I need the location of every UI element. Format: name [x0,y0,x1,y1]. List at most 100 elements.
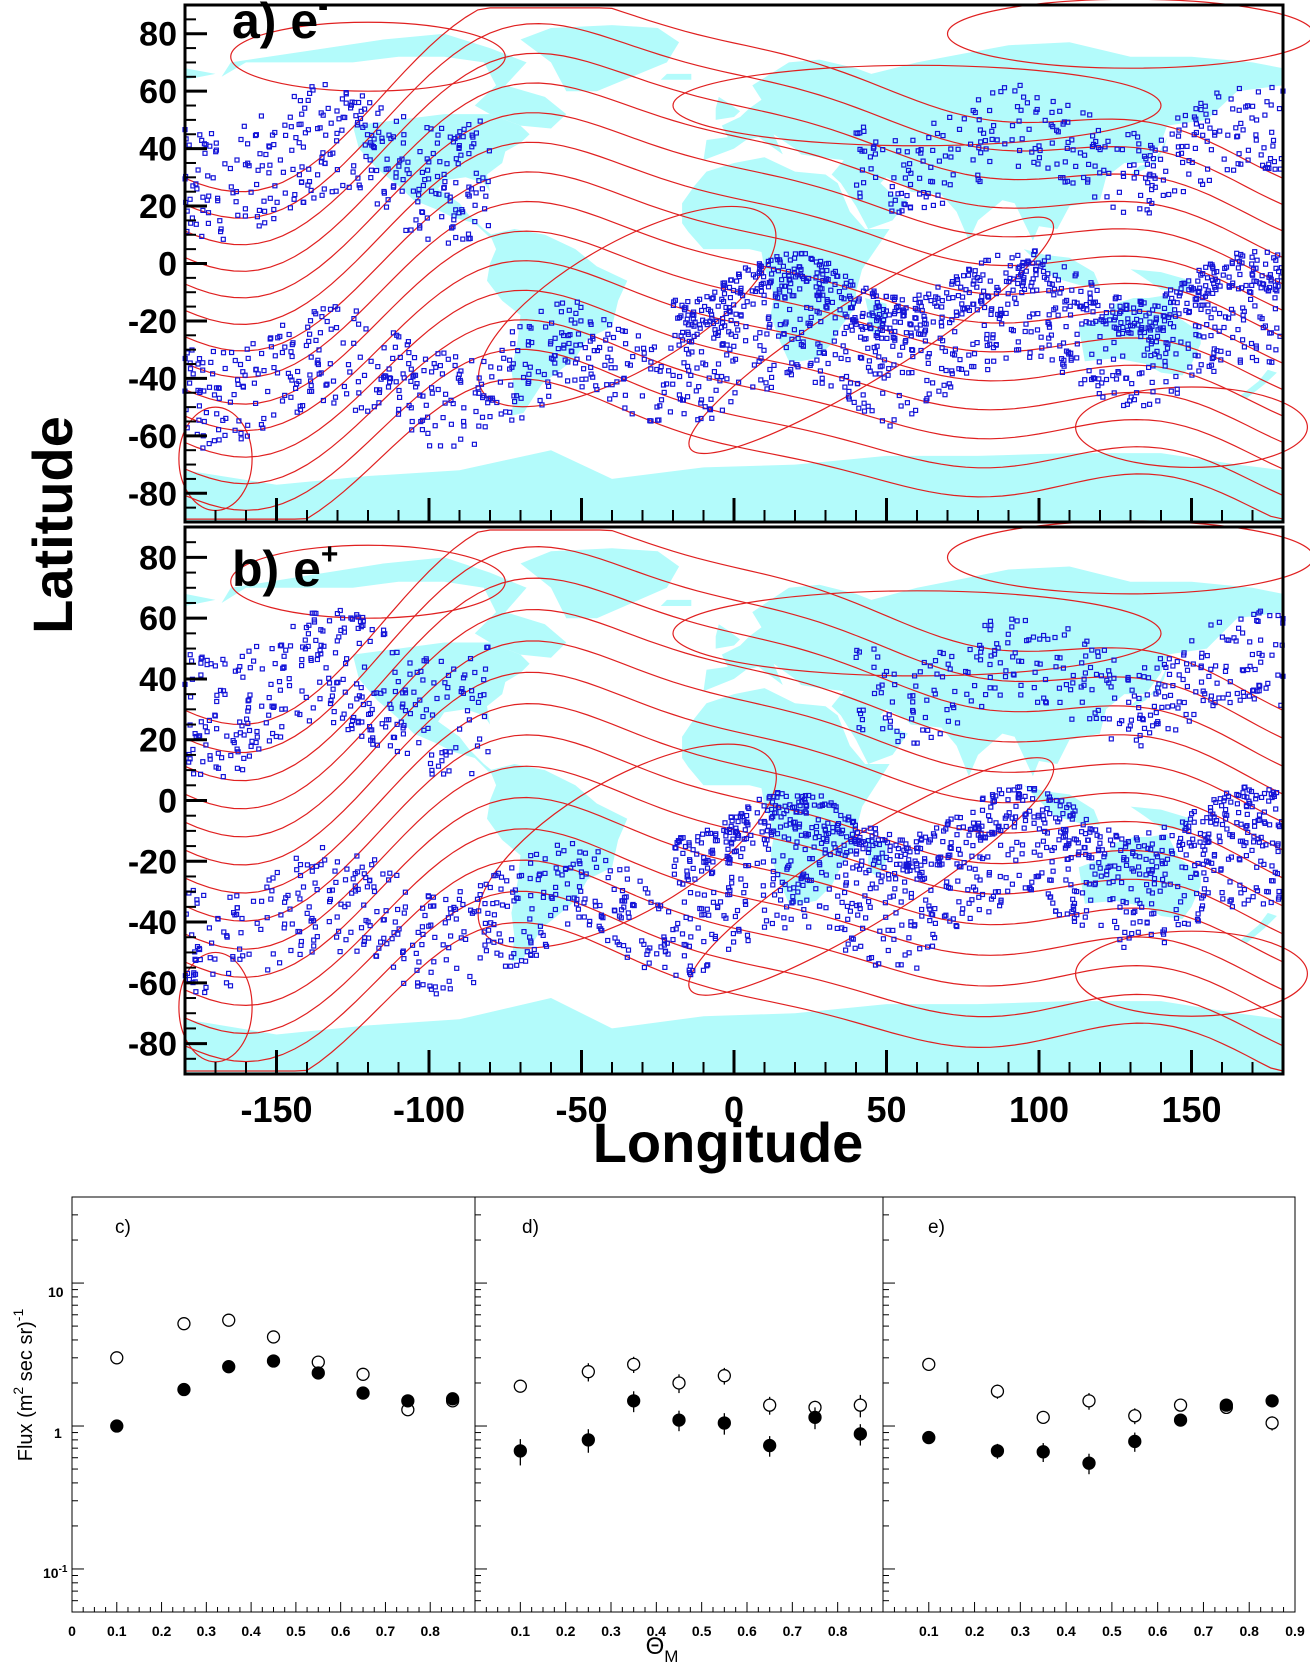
track-point [914,876,920,882]
track-point [318,642,324,648]
track-point [879,418,886,424]
track-point [1154,348,1160,354]
track-point [582,896,588,902]
track-point [235,212,241,218]
track-point [1185,921,1191,927]
track-point [901,312,907,319]
track-point [239,653,245,660]
track-point [374,908,380,915]
track-point [1226,283,1232,289]
track-point [834,874,841,880]
track-point [1266,798,1272,804]
track-point [517,324,523,330]
track-point [1052,908,1059,914]
track-point [766,324,772,330]
track-point [944,879,950,885]
track-point [1266,165,1272,172]
track-point [1220,695,1226,701]
track-point [412,701,418,708]
track-point [947,918,953,924]
track-point [872,826,879,832]
track-point [698,349,705,355]
track-point [1051,307,1057,313]
track-point [976,145,982,151]
track-point [465,231,472,237]
track-point [317,125,323,131]
track-point [690,865,696,872]
track-point [1192,302,1199,308]
track-point [376,400,382,406]
track-point [561,342,567,348]
track-point [871,144,877,150]
track-point [901,879,908,885]
track-point [1251,823,1258,829]
track-point [311,943,317,949]
track-point [1183,711,1189,718]
track-point [307,388,313,394]
track-point [336,634,342,640]
track-point [1005,640,1011,646]
track-point [1111,339,1117,346]
track-point [808,314,814,320]
track-point [918,906,925,913]
track-point [204,197,210,203]
track-point [296,172,302,178]
track-point [1120,353,1126,359]
track-point [832,315,838,321]
track-point [904,149,910,155]
track-point [615,326,622,332]
track-point [443,896,449,903]
track-point [687,916,693,922]
track-point [422,912,428,919]
track-point [774,254,780,260]
track-point [408,378,414,384]
track-point [723,310,729,317]
track-point [843,880,850,886]
track-point [267,162,273,168]
track-point [378,939,384,945]
track-point [367,157,373,163]
track-point [985,257,991,263]
track-point [940,133,946,139]
track-point [1248,340,1255,347]
track-point [1269,652,1275,658]
track-point [1218,866,1224,872]
track-point [420,677,426,683]
track-point [1153,709,1159,716]
track-point [847,908,854,914]
track-point [1193,332,1199,338]
flux-xtick-label: 0.3 [197,1623,217,1639]
track-point [988,653,994,659]
track-point [914,325,920,331]
track-point [358,684,364,691]
track-point [400,177,406,183]
track-point [785,836,792,842]
track-point [568,865,574,871]
track-point [1022,328,1028,335]
track-point [984,336,990,342]
track-point [448,421,454,427]
track-point [704,963,710,969]
track-point [293,135,299,141]
track-point [467,973,473,980]
track-point [735,327,741,333]
track-point [1161,927,1168,933]
map-ytick-label: 0 [158,246,177,284]
track-point [1026,314,1033,320]
track-point [350,169,356,175]
track-point [342,877,349,883]
track-point [817,862,823,868]
track-point [921,856,928,862]
track-point [1151,703,1158,710]
track-point [1259,273,1265,279]
track-point [430,894,436,900]
track-point [311,937,317,943]
track-point [387,376,394,382]
track-point [413,217,419,223]
track-point [1163,350,1169,357]
contour-loop [946,0,1310,69]
track-point [1191,842,1197,848]
track-point [576,914,582,920]
track-point [1262,112,1268,118]
track-point [486,396,492,402]
